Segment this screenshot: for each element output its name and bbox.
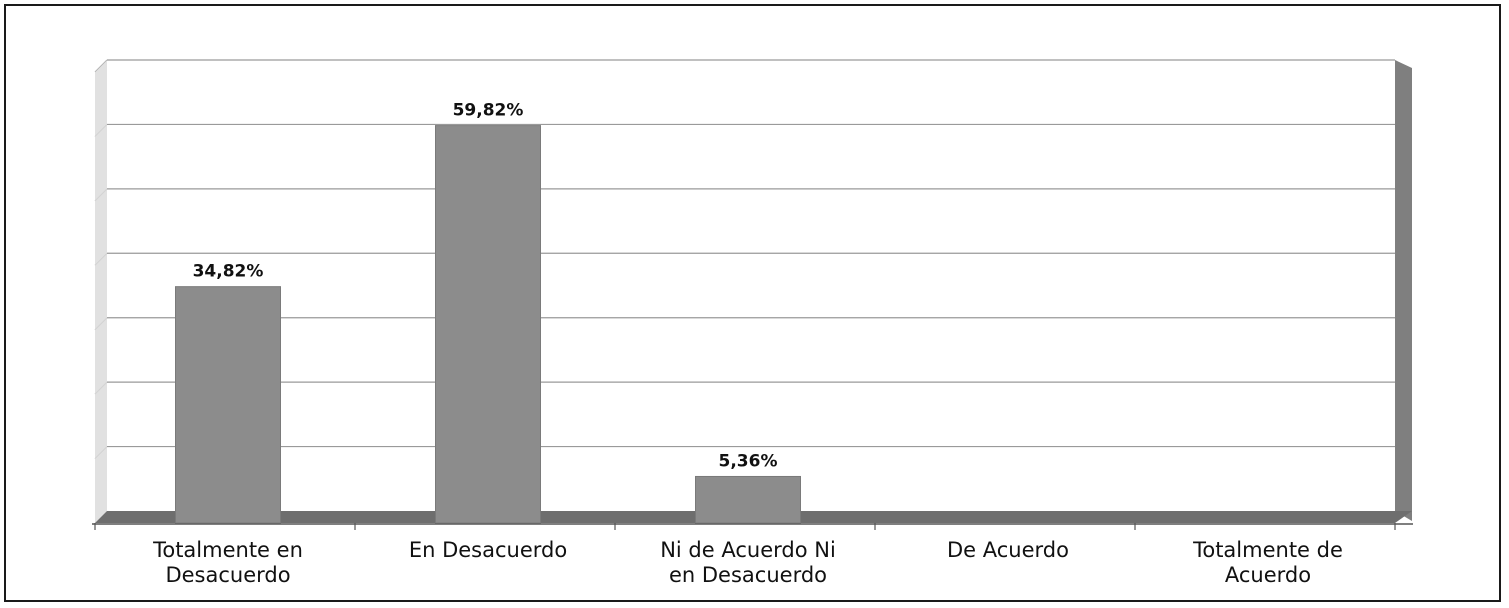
- plot-back-wall: [107, 60, 1395, 511]
- bar: [435, 125, 541, 524]
- x-tick-label: En Desacuerdo: [409, 538, 567, 562]
- plot-left-wall: [95, 60, 107, 523]
- x-tick-label: Ni de Acuerdo Ni: [660, 538, 836, 562]
- plot-right-wall: [1395, 60, 1412, 521]
- data-label: 59,82%: [453, 101, 524, 121]
- bar: [695, 475, 801, 524]
- x-tick-label: Desacuerdo: [165, 563, 290, 587]
- bar: [175, 286, 281, 524]
- x-tick-label: Totalmente de: [1192, 538, 1343, 562]
- x-tick-label: Acuerdo: [1225, 563, 1311, 587]
- data-label: 5,36%: [719, 451, 778, 471]
- x-tick-label: De Acuerdo: [947, 538, 1069, 562]
- data-label: 34,82%: [193, 262, 264, 282]
- gridlines: [94, 59, 1395, 459]
- bars: [175, 125, 801, 524]
- x-tick-label: en Desacuerdo: [669, 563, 827, 587]
- x-tick-label: Totalmente en: [152, 538, 303, 562]
- data-labels: 34,82% 59,82% 5,36%: [193, 101, 778, 472]
